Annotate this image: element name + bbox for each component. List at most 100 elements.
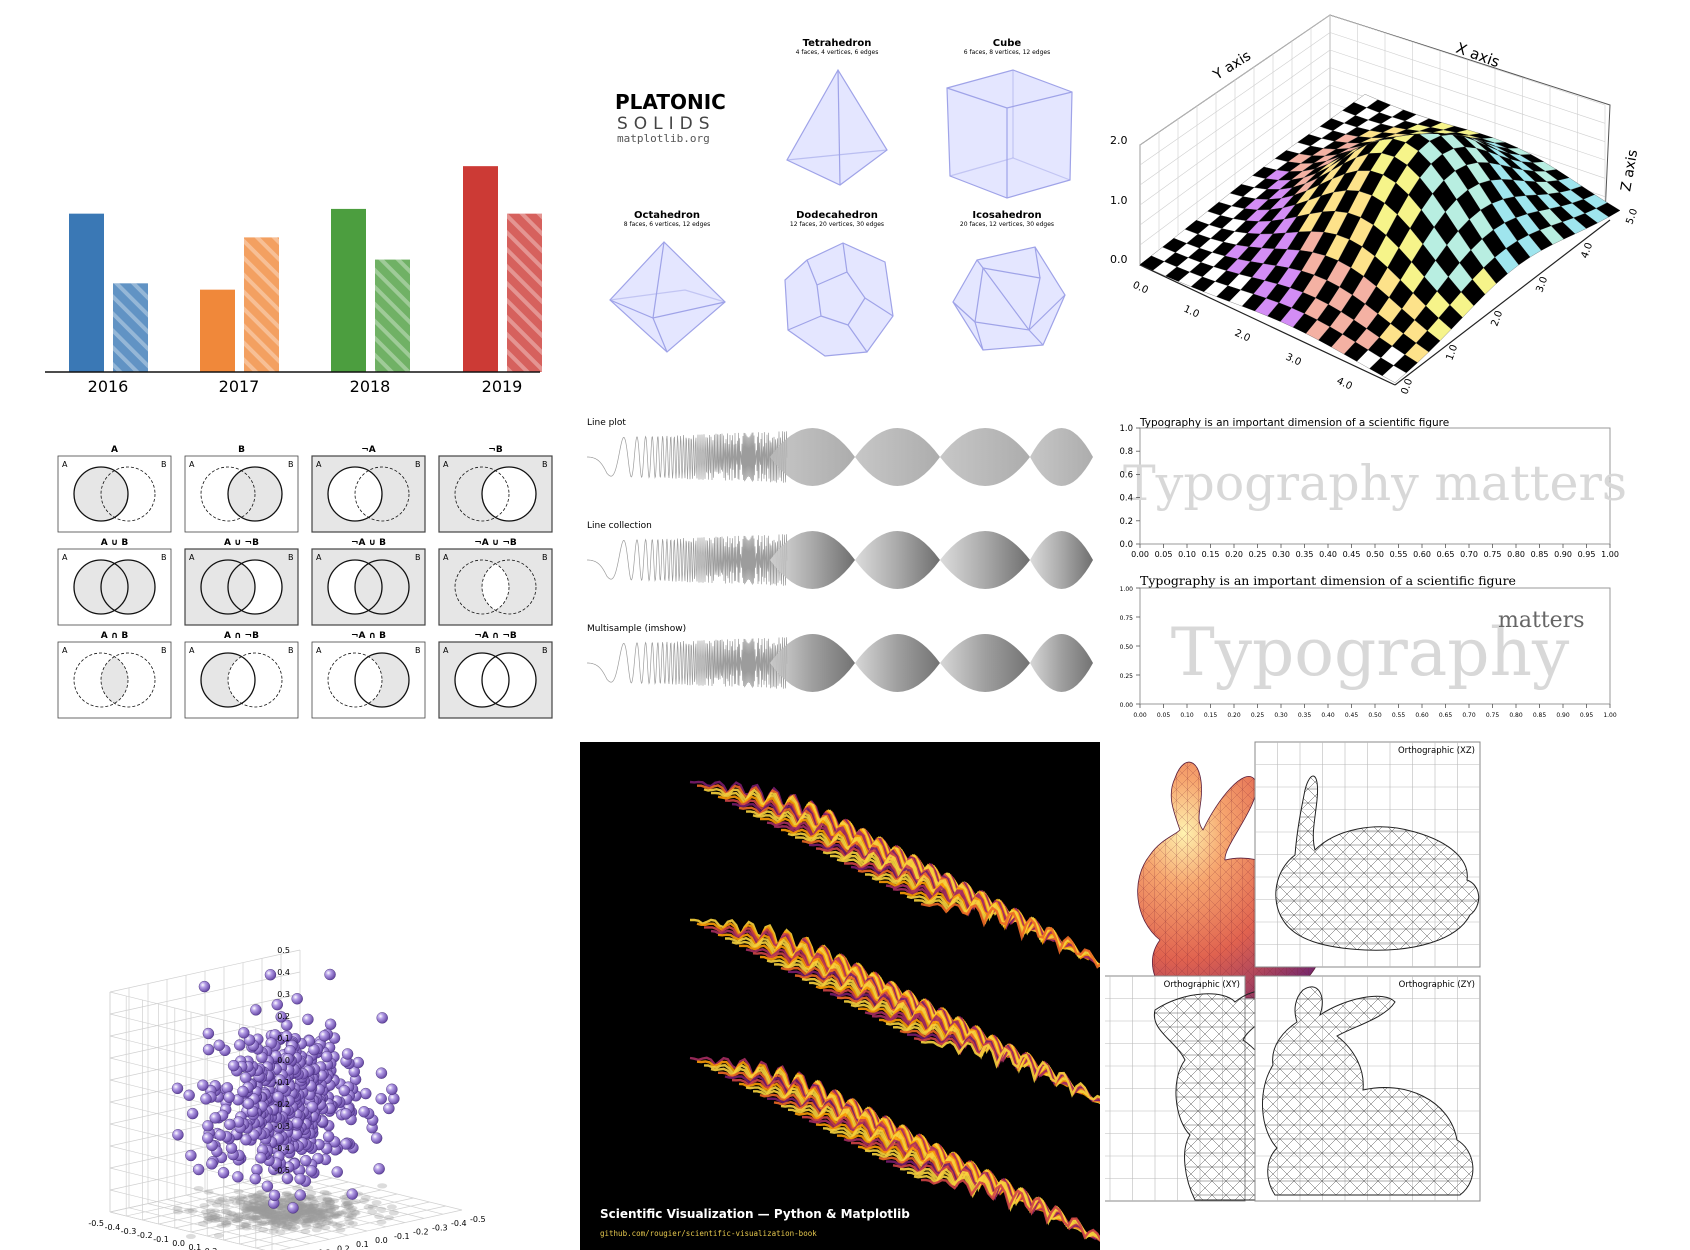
scatter-shadow xyxy=(321,1202,332,1208)
scatter-shadow xyxy=(346,1213,357,1220)
scatter-shadow xyxy=(254,1203,265,1210)
scatter-shadow xyxy=(210,1208,221,1214)
x-tick-label: 0.05 xyxy=(1157,712,1171,719)
scatter-point xyxy=(202,1132,214,1144)
venn-panel: ¬A ∪ B A B xyxy=(311,538,426,626)
scatter-shadow xyxy=(367,1209,378,1215)
scatter-point xyxy=(238,1027,250,1039)
scatter-shadow xyxy=(298,1207,309,1213)
scatter-shadow xyxy=(308,1198,319,1204)
line-rendering-panel: Line plot Line collection Multisample (i… xyxy=(587,418,1093,692)
wave-envelope xyxy=(1030,634,1093,692)
scatter-shadow xyxy=(235,1214,246,1220)
wave-envelope xyxy=(770,634,855,692)
scatter-shadow xyxy=(257,1206,268,1212)
scatter-shadow xyxy=(259,1204,270,1210)
scatter-shadow xyxy=(326,1207,337,1213)
scatter-shadow xyxy=(270,1225,281,1231)
scatter-shadow xyxy=(301,1223,312,1229)
z-tick-label: -0.5 xyxy=(274,1166,290,1175)
scatter-shadow xyxy=(336,1210,347,1216)
venn-label-a: A xyxy=(316,646,322,655)
y-tick-label: 1.0 xyxy=(1119,424,1133,434)
x-tick-label: -0.3 xyxy=(121,1227,137,1236)
scatter-shadow xyxy=(249,1206,260,1212)
venn-panel: ¬A A B xyxy=(311,445,426,533)
scatter-shadow xyxy=(286,1193,297,1199)
scatter-shadow xyxy=(275,1210,286,1216)
scatter-shadow xyxy=(255,1195,266,1201)
scatter-shadow xyxy=(260,1211,271,1217)
scatter-shadow xyxy=(210,1217,221,1223)
ridge-line xyxy=(913,1174,1100,1241)
scatter-shadow xyxy=(317,1206,328,1212)
scatter-shadow xyxy=(254,1190,265,1197)
scatter-shadow xyxy=(287,1221,298,1227)
scatter-shadow xyxy=(256,1220,267,1226)
venn-circle-a xyxy=(454,559,510,615)
scatter-shadow xyxy=(224,1213,235,1219)
scatter-shadow xyxy=(290,1216,301,1222)
venn-circle-b xyxy=(227,466,283,522)
scatter-shadow xyxy=(296,1203,307,1210)
scatter-shadow xyxy=(299,1209,310,1215)
scatter-point xyxy=(281,1019,293,1031)
scatter-shadow xyxy=(228,1195,239,1202)
typography-x-ticks: 0.00 0.05 0.10 0.15 0.20 0.25 0.30 0.35 0.40 0.45… xyxy=(1131,544,1619,559)
scatter-shadow xyxy=(293,1213,304,1219)
scatter-shadow xyxy=(304,1210,315,1217)
scatter-shadow xyxy=(269,1215,280,1221)
scatter-shadow xyxy=(264,1207,275,1213)
scatter-point xyxy=(331,1166,343,1178)
scatter-shadow xyxy=(316,1212,327,1218)
scatter-point xyxy=(261,1180,274,1192)
platonic-solids-panel: PLATONIC SOLIDS matplotlib.org Tetrahedr… xyxy=(609,38,1073,357)
venn-circle-b xyxy=(354,466,410,522)
y-tick-label: 1.0 xyxy=(1444,343,1460,362)
scatter-shadow xyxy=(290,1212,301,1218)
venn-circle-a xyxy=(73,652,129,708)
scatter-shadow xyxy=(220,1208,231,1214)
x-tick-label: 0.85 xyxy=(1533,712,1547,719)
tetrahedron-shape xyxy=(786,68,888,186)
venn-title: ¬A ∩ ¬B xyxy=(474,631,517,641)
y-tick-label: 0.75 xyxy=(1120,615,1134,622)
scatter-shadow xyxy=(297,1202,308,1208)
scatter-shadow xyxy=(340,1202,351,1208)
scatter-shadow xyxy=(270,1217,281,1223)
wave-row-label: Line collection xyxy=(587,521,652,531)
scatter-shadow xyxy=(210,1212,221,1219)
scatter-shadow xyxy=(235,1224,246,1230)
scatter-shadow xyxy=(304,1207,315,1213)
scatter-shadow xyxy=(257,1220,268,1226)
scatter-shadow xyxy=(259,1204,270,1210)
y-tick-label: -0.3 xyxy=(432,1223,448,1232)
venn-circle-b xyxy=(481,652,537,708)
scatter-shadow xyxy=(280,1220,291,1226)
y-tick-label: 0.0 xyxy=(1399,377,1415,396)
x-tick-label: 0.25 xyxy=(1249,550,1267,559)
venn-label-a: A xyxy=(62,460,68,469)
venn-title: A ∪ ¬B xyxy=(224,538,259,548)
scatter-shadow xyxy=(259,1204,270,1210)
scatter-shadow xyxy=(350,1210,361,1216)
z-tick-label: 0.5 xyxy=(277,946,290,955)
scatter-shadow xyxy=(307,1195,318,1202)
x-tick-label: 0.05 xyxy=(1155,550,1173,559)
x-tick-label: 0.50 xyxy=(1366,550,1384,559)
scatter-shadow xyxy=(317,1202,328,1208)
scatter-shadow xyxy=(306,1210,317,1216)
scatter-shadow xyxy=(265,1219,276,1225)
ortho-label: Orthographic (XY) xyxy=(1164,980,1240,990)
scatter-shadow xyxy=(314,1210,325,1216)
scatter-shadow xyxy=(258,1210,269,1216)
y-tick-label: 5.0 xyxy=(1624,207,1640,226)
scatter-shadow xyxy=(299,1210,310,1216)
scatter-point xyxy=(306,1101,318,1113)
scatter-shadow xyxy=(317,1208,328,1214)
wave-row xyxy=(587,634,1093,692)
scatter-shadow xyxy=(314,1208,325,1214)
scatter-shadow xyxy=(315,1214,326,1220)
scatter-point xyxy=(358,1106,370,1118)
scatter-shadow xyxy=(244,1206,255,1212)
